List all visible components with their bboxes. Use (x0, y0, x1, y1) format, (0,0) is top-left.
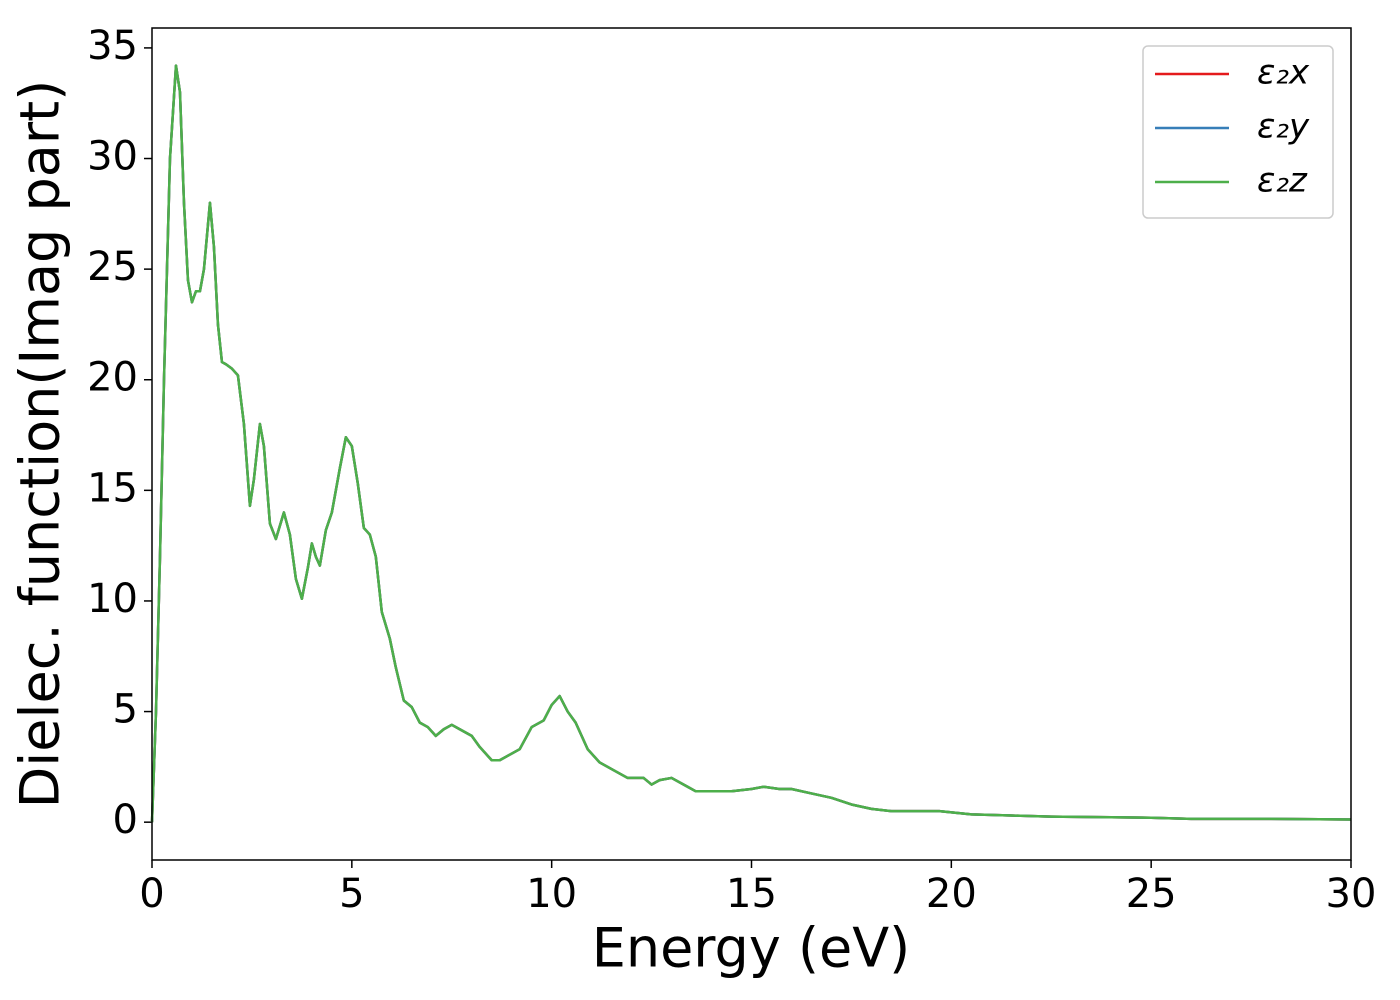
plot-frame (151, 27, 1352, 861)
legend: ε₂x ε₂y ε₂z (1142, 45, 1334, 219)
x-tick-label: 20 (926, 871, 977, 917)
y-tick-label: 20 (87, 355, 138, 401)
y-tick-label: 5 (113, 687, 138, 733)
y-tick-label: 0 (113, 797, 138, 843)
y-tick-label: 35 (87, 23, 138, 69)
x-tick-label: 30 (1326, 871, 1377, 917)
legend-label: ε₂x (1257, 53, 1310, 93)
x-axis-label: Energy (eV) (592, 917, 911, 980)
y-tick-label: 30 (87, 134, 138, 180)
y-axis-label: Dielec. function(Imag part) (9, 80, 72, 809)
y-tick-label: 10 (87, 576, 138, 622)
x-tick-label: 0 (139, 871, 164, 917)
data-line (150, 64, 1352, 823)
y-tick-label: 25 (87, 244, 138, 290)
legend-box (1142, 45, 1334, 219)
legend-label: ε₂z (1257, 161, 1308, 201)
x-tick-label: 5 (339, 871, 364, 917)
x-tick-label: 25 (1126, 871, 1177, 917)
y-tick-label: 15 (87, 465, 138, 511)
legend-label: ε₂y (1257, 107, 1310, 147)
x-tick-label: 10 (526, 871, 577, 917)
x-tick-label: 15 (726, 871, 777, 917)
